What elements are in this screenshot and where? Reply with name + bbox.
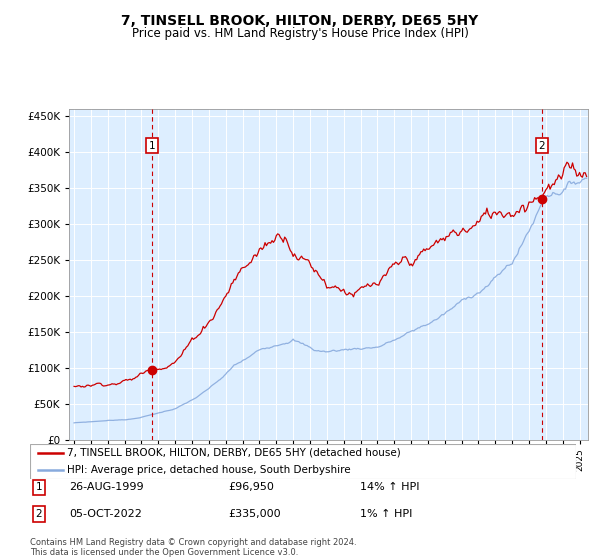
Text: 7, TINSELL BROOK, HILTON, DERBY, DE65 5HY (detached house): 7, TINSELL BROOK, HILTON, DERBY, DE65 5H…	[67, 448, 401, 458]
Text: 1% ↑ HPI: 1% ↑ HPI	[360, 509, 412, 519]
Text: HPI: Average price, detached house, South Derbyshire: HPI: Average price, detached house, Sout…	[67, 465, 351, 475]
Text: 14% ↑ HPI: 14% ↑ HPI	[360, 482, 419, 492]
Text: £335,000: £335,000	[228, 509, 281, 519]
Text: 26-AUG-1999: 26-AUG-1999	[69, 482, 143, 492]
Text: 2: 2	[35, 509, 43, 519]
Text: 7, TINSELL BROOK, HILTON, DERBY, DE65 5HY: 7, TINSELL BROOK, HILTON, DERBY, DE65 5H…	[121, 14, 479, 28]
Text: 2: 2	[539, 141, 545, 151]
Text: 1: 1	[149, 141, 156, 151]
Text: 1: 1	[35, 482, 43, 492]
Text: 05-OCT-2022: 05-OCT-2022	[69, 509, 142, 519]
Text: Price paid vs. HM Land Registry's House Price Index (HPI): Price paid vs. HM Land Registry's House …	[131, 27, 469, 40]
Text: Contains HM Land Registry data © Crown copyright and database right 2024.
This d: Contains HM Land Registry data © Crown c…	[30, 538, 356, 557]
Text: £96,950: £96,950	[228, 482, 274, 492]
